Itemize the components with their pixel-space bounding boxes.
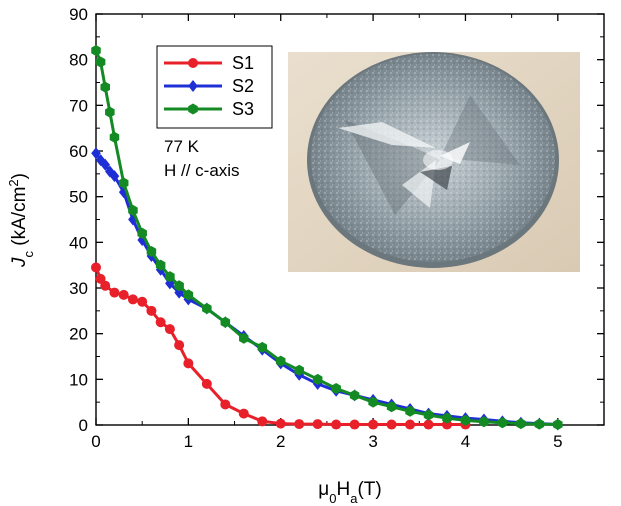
series-s3-point [534,418,545,430]
series-s1-point [349,419,360,430]
series-s3-point [105,106,115,118]
series-s1-point [155,317,166,328]
series-s3-point [442,412,452,424]
series-s2-point [100,158,111,171]
x-axis-title: μ0Ha(T) [318,479,381,506]
series-layer [91,45,563,431]
series-s3-point [553,419,563,431]
series-s3-point [239,332,249,344]
series-s1-point [137,296,148,307]
series-s1-point [312,419,323,430]
series-s3 [91,45,563,431]
series-s3-point [460,414,471,426]
series-s3-point [405,405,415,417]
series-s3-point [109,131,120,143]
series-s1-line [94,266,466,426]
x-tick-label: 2 [276,432,285,451]
series-s3-point [128,204,138,216]
series-s3-point [183,289,194,301]
y-tick-label: 20 [69,325,88,344]
series-s2-point [174,286,184,299]
y-tick-label: 70 [69,96,88,115]
series-s3-point [294,364,304,376]
series-s3-point [497,417,508,429]
series-s1-point [174,340,185,351]
series-s1-point [183,358,194,369]
series-s3-point [220,316,231,328]
series-s3-point [275,355,286,367]
field-direction-annotation: H // c-axis [164,161,240,180]
y-axis-title: Jc (kA/cm2) [6,173,36,268]
series-s1-point [109,287,120,298]
legend: S1 S2 S3 [156,45,273,129]
series-s2-point [128,213,138,226]
series-s3-point [516,418,526,430]
series-s1-point [405,419,416,430]
y-tick-label: 40 [69,233,88,252]
legend-s2-marker [188,80,198,92]
series-s3-point [95,56,106,68]
series-s3-point [368,396,378,408]
series-s1-point [220,399,231,410]
legend-s1-label: S1 [232,53,254,73]
series-s2-point [109,170,120,183]
legend-s1-marker [188,58,198,68]
x-tick-label: 0 [91,432,100,451]
series-s1-point [91,262,101,273]
series-s3-point [100,81,110,93]
temperature-annotation: 77 K [164,137,200,156]
y-tick-label: 0 [79,416,88,435]
series-s3-point [479,416,489,428]
y-tick-label: 50 [69,188,88,207]
x-tick-label: 4 [461,432,470,451]
x-tick-label: 5 [553,432,562,451]
series-s3-point [155,259,166,271]
series-s1-point [368,419,379,430]
series-s1-point [257,416,268,427]
legend-s2-label: S2 [232,76,254,96]
y-tick-label: 80 [69,51,88,70]
series-s3-point [118,177,129,189]
y-tick-label: 10 [69,370,88,389]
series-s3-point [146,245,157,257]
series-s3-point [174,280,184,292]
series-s3-point [331,382,341,394]
y-tick-label: 30 [69,279,88,298]
series-s1-point [294,419,305,430]
x-tick-label: 3 [368,432,377,451]
series-s1-point [238,408,249,419]
series-s1-point [331,419,342,430]
series-s1-point [146,305,157,316]
series-s3-point [423,409,434,421]
series-s1-point [164,324,175,335]
x-tick-label: 1 [184,432,193,451]
y-tick-label: 90 [69,5,88,24]
series-s1-point [275,418,286,429]
series-s3-point [91,45,101,57]
series-s1-point [423,419,434,430]
series-s1-point [201,378,212,389]
series-s1-point [386,419,397,430]
y-axis-ticks: 0 10 20 30 40 50 60 70 80 90 [69,5,604,435]
series-s3-point [202,303,212,315]
series-s3-point [137,227,147,239]
series-s3-point [165,271,175,283]
sample-photo [288,52,580,272]
series-s1-point [100,280,111,291]
series-s1-point [118,289,129,300]
series-s1-point [127,294,138,305]
series-s3-point [257,341,268,353]
legend-s3-marker [188,103,198,115]
series-s3-point [312,373,323,385]
series-s1 [91,262,471,430]
series-s3-point [349,389,360,401]
y-tick-label: 60 [69,142,88,161]
series-s3-point [386,401,397,413]
series-s2-point [91,147,101,160]
legend-s3-label: S3 [232,99,254,119]
